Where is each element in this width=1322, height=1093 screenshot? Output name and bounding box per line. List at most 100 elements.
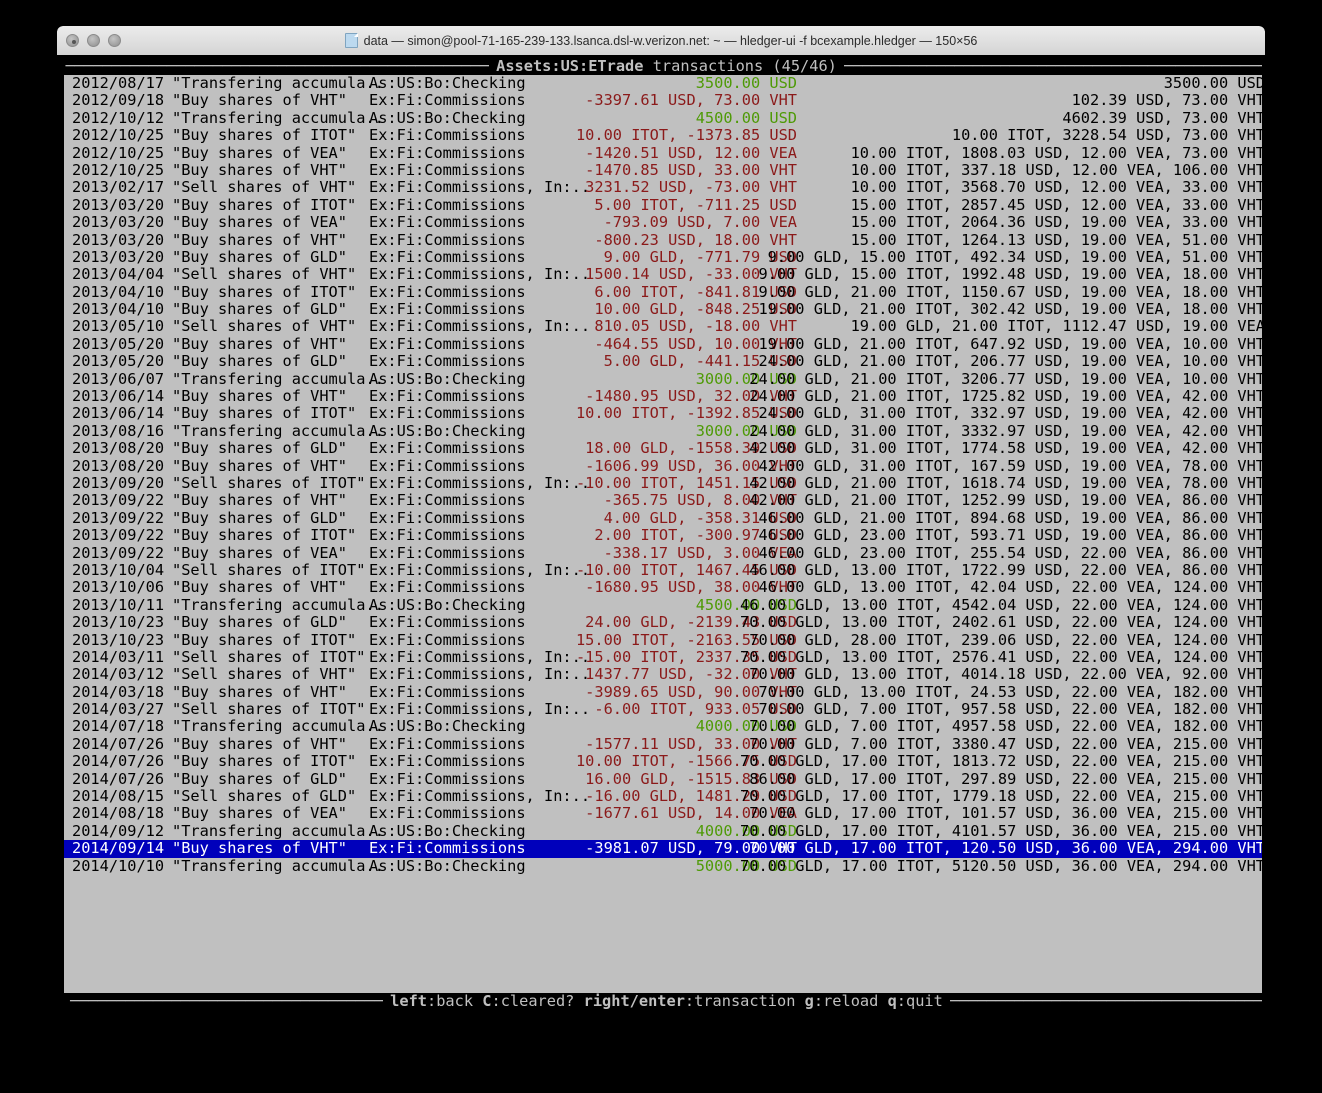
table-row[interactable]: 2013/03/20 "Buy shares of VHT" Ex:Fi:Commi… [64, 230, 1265, 249]
table-row[interactable]: 2013/03/20 "Buy shares of VEA" Ex:Fi:Commi… [64, 213, 1265, 232]
keybinding-key: right/enter [583, 993, 685, 1010]
row-amount: 10.00 GLD, -848.25 USD [594, 300, 797, 319]
table-row[interactable]: 2013/04/04 "Sell shares of VHT" Ex:Fi:Comm… [64, 265, 1265, 283]
table-row[interactable]: 2014/03/27 "Sell shares of ITOT" Ex:Fi:Com… [64, 700, 1265, 719]
row-description: "Buy shares of VHT" [172, 334, 347, 353]
table-row[interactable]: 2014/07/26 "Buy shares of VHT" Ex:Fi:Commi… [64, 735, 1265, 753]
table-row[interactable]: 2013/09/22 "Buy shares of VHT" Ex:Fi:Commi… [64, 491, 1265, 509]
table-row[interactable]: 2013/09/22 "Buy shares of GLD" Ex:Fi:Commi… [64, 508, 1265, 527]
close-button[interactable] [66, 34, 79, 47]
row-date: 2013/08/20 [72, 456, 165, 475]
row-amount: 1437.77 USD, -32.00 VHT [585, 665, 797, 684]
row-date: 2014/09/12 [72, 821, 165, 840]
table-row[interactable]: 2013/05/20 "Buy shares of VHT" Ex:Fi:Commi… [64, 334, 1265, 353]
table-row[interactable]: 2012/09/18 "Buy shares of VHT" Ex:Fi:Commi… [64, 91, 1265, 109]
table-row[interactable]: 2013/05/10 "Sell shares of VHT" Ex:Fi:Comm… [64, 317, 1265, 336]
row-description: "Buy shares of GLD" [172, 769, 347, 788]
table-row[interactable]: 2013/08/20 "Buy shares of GLD" Ex:Fi:Commi… [64, 439, 1265, 457]
table-row[interactable]: 2013/09/22 "Buy shares of ITOT" Ex:Fi:Comm… [64, 526, 1265, 544]
row-balance: 46.00 GLD, 13.00 ITOT, 1722.99 USD, 22.0… [749, 560, 1265, 579]
table-row[interactable]: 2013/04/10 "Buy shares of ITOT" Ex:Fi:Comm… [64, 282, 1265, 301]
row-description: "Transfering accumula.. [172, 595, 384, 614]
terminal-screen[interactable]: ────────────────────────────────────────… [57, 55, 1265, 1025]
row-account: Ex:Fi:Commissions, In:.. [369, 560, 591, 579]
table-row[interactable]: 2013/10/23 "Buy shares of ITOT" Ex:Fi:Comm… [64, 631, 1265, 649]
table-row[interactable]: 2014/08/15 "Sell shares of GLD" Ex:Fi:Comm… [64, 787, 1265, 806]
row-account: As:US:Bo:Checking [369, 108, 526, 127]
table-row[interactable]: 2013/05/20 "Buy shares of GLD" Ex:Fi:Commi… [64, 352, 1265, 370]
minimize-button[interactable] [87, 34, 100, 47]
row-date: 2013/03/20 [72, 195, 165, 214]
table-row[interactable]: 2013/09/20 "Sell shares of ITOT" Ex:Fi:Com… [64, 473, 1265, 492]
window-titlebar[interactable]: data — simon@pool-71-165-239-133.lsanca.… [57, 26, 1265, 56]
table-row[interactable]: 2013/10/04 "Sell shares of ITOT" Ex:Fi:Com… [64, 560, 1265, 579]
table-row[interactable]: 2013/03/20 "Buy shares of ITOT" Ex:Fi:Comm… [64, 195, 1265, 214]
table-row[interactable]: 2014/07/26 "Buy shares of GLD" Ex:Fi:Commi… [64, 769, 1265, 788]
table-row[interactable]: 2013/06/14 "Buy shares of VHT" Ex:Fi:Commi… [64, 387, 1265, 406]
window-title: data — simon@pool-71-165-239-133.lsanca.… [57, 26, 1265, 55]
table-row[interactable]: 2013/02/17 "Sell shares of VHT" Ex:Fi:Comm… [64, 178, 1265, 196]
row-description: "Buy shares of GLD" [172, 613, 347, 632]
table-row[interactable]: 2014/07/26 "Buy shares of ITOT" Ex:Fi:Comm… [64, 752, 1265, 771]
row-date: 2013/09/22 [72, 508, 165, 527]
table-row[interactable]: 2014/07/18 "Transfering accumula.. As:US:B… [64, 717, 1265, 736]
table-row[interactable]: 2012/10/25 "Buy shares of VEA" Ex:Fi:Commi… [64, 144, 1265, 162]
table-row[interactable]: 2013/10/23 "Buy shares of GLD" Ex:Fi:Commi… [64, 613, 1265, 632]
row-account: Ex:Fi:Commissions [369, 508, 526, 527]
table-row[interactable]: 2012/08/17 "Transfering accumula.. As:US:B… [64, 75, 1265, 92]
table-row[interactable]: 2012/10/25 "Buy shares of ITOT" Ex:Fi:Comm… [64, 126, 1265, 145]
row-date: 2012/10/25 [72, 126, 165, 145]
table-row[interactable]: 2013/10/11 "Transfering accumula.. As:US:B… [64, 595, 1265, 614]
table-row[interactable]: 2012/10/12 "Transfering accumula.. As:US:B… [64, 108, 1265, 127]
row-amount: 6.00 ITOT, -841.81 USD [594, 282, 797, 301]
row-amount: -1480.95 USD, 32.00 VHT [585, 387, 797, 406]
row-description: "Transfering accumula.. [172, 856, 384, 875]
transaction-list[interactable]: 2012/08/17 "Transfering accumula.. As:US:B… [64, 75, 1265, 993]
row-date: 2014/03/27 [72, 700, 165, 719]
table-row[interactable]: 2013/10/06 "Buy shares of VHT" Ex:Fi:Commi… [64, 578, 1265, 597]
keybinding-hints[interactable]: left:back C:cleared? right/enter:transac… [383, 993, 950, 1010]
row-account: Ex:Fi:Commissions [369, 613, 526, 632]
row-date: 2013/08/16 [72, 421, 165, 440]
row-balance: 70.00 GLD, 17.00 ITOT, 1779.18 USD, 22.0… [740, 787, 1265, 806]
row-account: Ex:Fi:Commissions, In:.. [369, 317, 591, 336]
row-balance: 24.00 GLD, 31.00 ITOT, 332.97 USD, 19.00… [758, 404, 1265, 423]
header-dash-left: ────────────────────────────────────────… [65, 58, 490, 75]
row-balance: 70.00 GLD, 17.00 ITOT, 1813.72 USD, 22.0… [740, 752, 1265, 771]
row-account: Ex:Fi:Commissions [369, 404, 526, 423]
row-date: 2014/07/18 [72, 717, 165, 736]
row-account: Ex:Fi:Commissions [369, 282, 526, 301]
zoom-button[interactable] [108, 34, 121, 47]
table-row[interactable]: 2014/03/12 "Sell shares of VHT" Ex:Fi:Comm… [64, 665, 1265, 684]
table-row[interactable]: 2013/08/20 "Buy shares of VHT" Ex:Fi:Commi… [64, 456, 1265, 475]
row-description: "Sell shares of ITOT" [172, 473, 366, 492]
table-row[interactable]: 2013/03/20 "Buy shares of GLD" Ex:Fi:Commi… [64, 248, 1265, 266]
keybinding-key: q [887, 993, 897, 1010]
table-row[interactable]: 2013/04/10 "Buy shares of GLD" Ex:Fi:Commi… [64, 300, 1265, 319]
keybinding-action: :quit [896, 993, 943, 1010]
table-row[interactable]: 2013/08/16 "Transfering accumula.. As:US:B… [64, 421, 1265, 440]
table-row[interactable]: 2013/06/14 "Buy shares of ITOT" Ex:Fi:Comm… [64, 404, 1265, 423]
row-balance: 9.00 GLD, 21.00 ITOT, 1150.67 USD, 19.00… [758, 282, 1265, 301]
row-balance: 70.00 GLD, 13.00 ITOT, 4014.18 USD, 22.0… [749, 665, 1265, 684]
table-row[interactable]: 2014/10/10 "Transfering accumula.. As:US:B… [64, 856, 1265, 875]
window-controls[interactable] [66, 34, 121, 47]
header-dash-right: ────────────────────────────────────────… [843, 58, 1265, 75]
table-row[interactable]: 2014/08/18 "Buy shares of VEA" Ex:Fi:Commi… [64, 804, 1265, 822]
table-row[interactable]: 2014/03/11 "Sell shares of ITOT" Ex:Fi:Com… [64, 647, 1265, 666]
table-row[interactable]: 2014/09/14 "Buy shares of VHT" Ex:Fi:Commi… [64, 839, 1265, 858]
footer-dash-right: ────────────────────────────────── [949, 993, 1263, 1010]
table-row[interactable]: 2014/09/12 "Transfering accumula.. As:US:B… [64, 821, 1265, 840]
row-balance: 70.00 GLD, 17.00 ITOT, 120.50 USD, 36.00… [749, 839, 1265, 858]
table-row[interactable]: 2014/03/18 "Buy shares of VHT" Ex:Fi:Commi… [64, 683, 1265, 701]
table-row[interactable]: 2013/06/07 "Transfering accumula.. As:US:B… [64, 370, 1265, 388]
row-account: Ex:Fi:Commissions [369, 160, 526, 179]
table-row[interactable]: 2012/10/25 "Buy shares of VHT" Ex:Fi:Commi… [64, 160, 1265, 179]
row-amount: -1680.95 USD, 38.00 VHT [585, 578, 797, 597]
row-amount: -6.00 ITOT, 933.05 USD [594, 700, 797, 719]
table-row[interactable]: 2013/09/22 "Buy shares of VEA" Ex:Fi:Commi… [64, 544, 1265, 562]
row-amount: -800.23 USD, 18.00 VHT [594, 230, 797, 249]
row-date: 2014/03/11 [72, 647, 165, 666]
row-description: "Buy shares of VEA" [172, 213, 347, 232]
row-date: 2013/06/14 [72, 387, 165, 406]
